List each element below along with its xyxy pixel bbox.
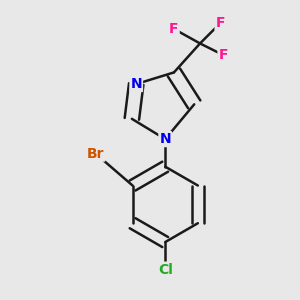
Text: F: F bbox=[218, 48, 228, 62]
Text: Cl: Cl bbox=[158, 262, 173, 277]
Text: N: N bbox=[159, 132, 171, 146]
Text: F: F bbox=[216, 16, 225, 30]
Text: F: F bbox=[169, 22, 179, 36]
Text: N: N bbox=[130, 77, 142, 91]
Text: Br: Br bbox=[87, 147, 104, 160]
